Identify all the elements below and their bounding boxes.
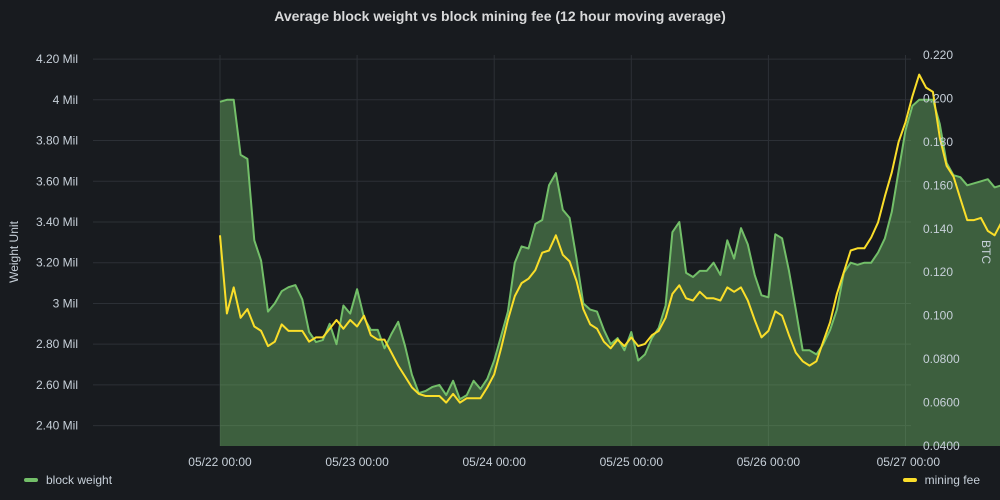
chart-title: Average block weight vs block mining fee… bbox=[274, 8, 726, 24]
legend-item-mining-fee[interactable]: mining fee bbox=[902, 473, 980, 487]
y-left-tick-label: 4 Mil bbox=[53, 93, 78, 107]
y-left-tick-label: 2.80 Mil bbox=[36, 337, 78, 351]
y-right-tick-label: 0.100 bbox=[923, 309, 953, 323]
y-right-tick-label: 0.0600 bbox=[923, 396, 960, 410]
x-tick-label: 05/24 00:00 bbox=[462, 455, 526, 469]
y-right-tick-label: 0.120 bbox=[923, 265, 953, 279]
series-area-block-weight bbox=[220, 99, 1000, 446]
grid bbox=[93, 55, 911, 446]
y-right-axis-label: BTC bbox=[979, 240, 993, 264]
x-tick-label: 05/27 00:00 bbox=[877, 455, 941, 469]
legend-label-block-weight: block weight bbox=[46, 473, 113, 487]
y-right-tick-label: 0.180 bbox=[923, 135, 953, 149]
x-tick-label: 05/23 00:00 bbox=[325, 455, 389, 469]
y-left-tick-label: 2.60 Mil bbox=[36, 378, 78, 392]
legend-label-mining-fee: mining fee bbox=[924, 473, 980, 487]
x-axis: 05/22 00:00 05/23 00:00 05/24 00:00 05/25 0… bbox=[188, 455, 940, 469]
y-left-tick-label: 2.40 Mil bbox=[36, 419, 78, 433]
legend-item-block-weight[interactable]: block weight bbox=[24, 473, 112, 487]
y-right-tick-label: 0.140 bbox=[923, 222, 953, 236]
y-left-tick-label: 3.20 Mil bbox=[36, 256, 78, 270]
y-left-tick-label: 3 Mil bbox=[53, 296, 78, 310]
legend-swatch-mining-fee bbox=[902, 478, 917, 482]
series-line-block-weight bbox=[219, 98, 1000, 401]
y-left-tick-label: 3.40 Mil bbox=[36, 215, 78, 229]
legend-swatch-block-weight bbox=[24, 478, 38, 482]
x-tick-label: 05/22 00:00 bbox=[188, 455, 252, 469]
series-line-mining-fee bbox=[219, 73, 1000, 404]
series-area bbox=[220, 99, 1000, 446]
y-right-tick-label: 0.200 bbox=[923, 91, 953, 105]
y-left-tick-label: 4.20 Mil bbox=[36, 52, 78, 66]
y-right-axis: 0.0400 0.0600 0.0800 0.100 0.120 0.140 0.160 0.… bbox=[923, 48, 960, 453]
y-left-tick-label: 3.80 Mil bbox=[36, 134, 78, 148]
y-left-axis-label: Weight Unit bbox=[7, 220, 21, 282]
x-tick-label: 05/25 00:00 bbox=[600, 455, 664, 469]
series-lines bbox=[219, 73, 1000, 404]
y-left-axis: 2.40 Mil 2.60 Mil 2.80 Mil 3 Mil 3.20 Mil 3.4… bbox=[36, 52, 78, 433]
x-tick-label: 05/26 00:00 bbox=[737, 455, 801, 469]
y-right-tick-label: 0.220 bbox=[923, 48, 953, 62]
y-right-tick-label: 0.0800 bbox=[923, 352, 960, 366]
y-left-tick-label: 3.60 Mil bbox=[36, 174, 78, 188]
y-right-tick-label: 0.160 bbox=[923, 178, 953, 192]
y-right-tick-label: 0.0400 bbox=[923, 439, 960, 453]
